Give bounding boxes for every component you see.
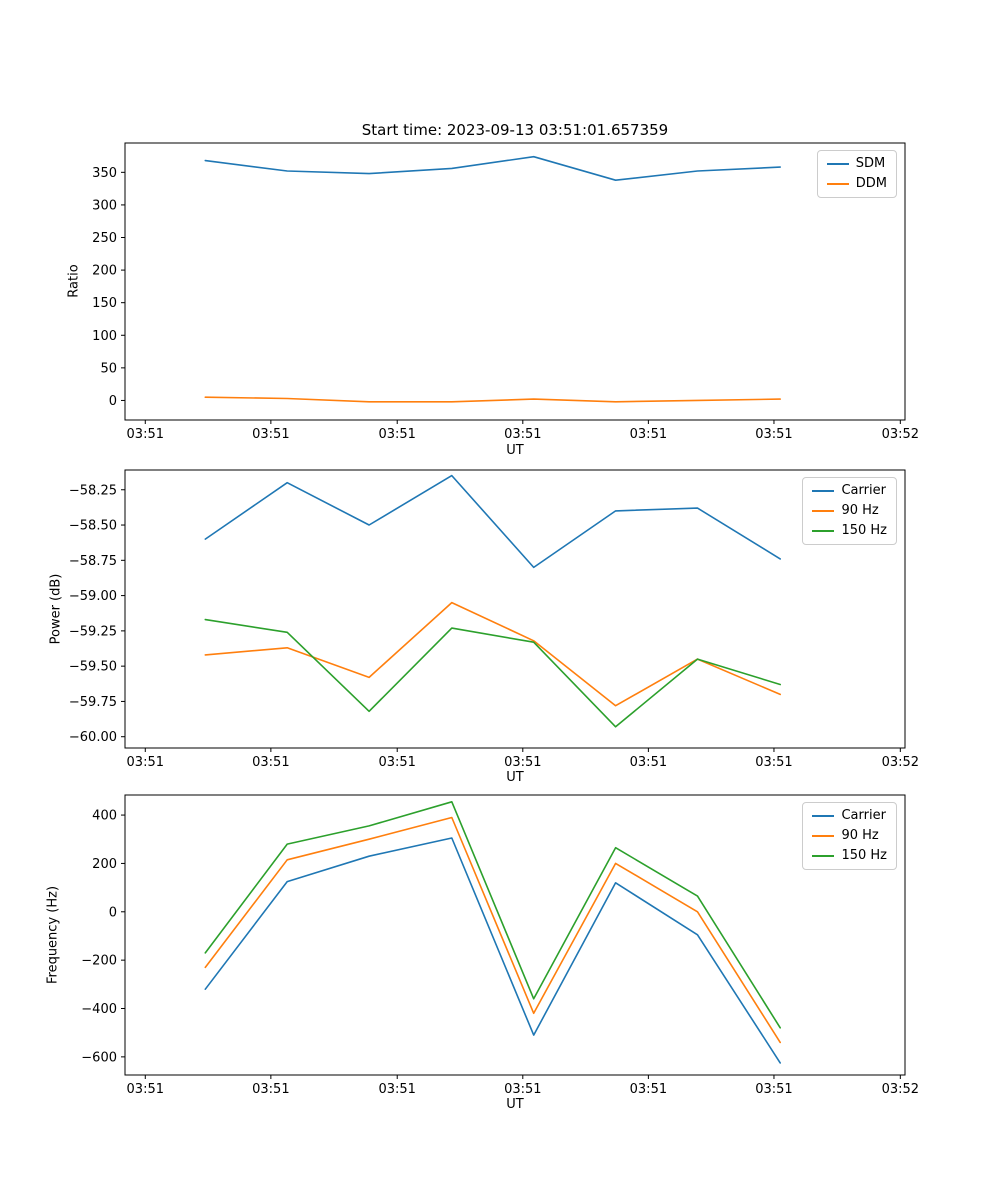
- legend-frequency: Carrier 90 Hz 150 Hz: [802, 802, 897, 870]
- x-tick-label: 03:51: [504, 1082, 541, 1097]
- x-tick-label: 03:51: [504, 755, 541, 770]
- legend-line-swatch: [812, 855, 835, 857]
- series-line-carrier: [204, 837, 782, 1064]
- legend-label: 90 Hz: [841, 828, 879, 843]
- legend-entry: 150 Hz: [812, 524, 887, 538]
- figure-title: Start time: 2023-09-13 03:51:01.657359: [361, 121, 669, 139]
- series-line-150-hz: [204, 618, 782, 728]
- x-tick-label: 03:51: [252, 755, 289, 770]
- legend-label: Carrier: [841, 808, 886, 823]
- y-tick-label: −59.50: [69, 660, 117, 675]
- x-tick-label: 03:51: [378, 427, 415, 442]
- plot-frame: [124, 469, 906, 749]
- legend-line-swatch: [812, 510, 835, 512]
- x-axis-label-ut-2: UT: [506, 770, 524, 785]
- y-tick-label: −59.25: [69, 624, 117, 639]
- legend-line-swatch: [812, 835, 835, 837]
- legend-power: Carrier 90 Hz 150 Hz: [802, 477, 897, 545]
- legend-entry: Carrier: [812, 809, 887, 823]
- legend-label: 90 Hz: [841, 503, 879, 518]
- y-tick-label: −59.75: [69, 695, 117, 710]
- legend-entry: Carrier: [812, 484, 887, 498]
- series-line-ddm: [204, 396, 782, 403]
- x-tick-label: 03:51: [378, 1082, 415, 1097]
- x-tick-label: 03:51: [504, 427, 541, 442]
- legend-entry: 150 Hz: [812, 849, 887, 863]
- x-tick-label: 03:51: [252, 427, 289, 442]
- legend-line-swatch: [826, 163, 849, 165]
- x-tick-label: 03:51: [755, 1082, 792, 1097]
- legend-label: DDM: [855, 176, 887, 191]
- y-tick-label: 200: [92, 264, 117, 279]
- x-tick-label: 03:51: [630, 755, 667, 770]
- legend-label: Carrier: [841, 483, 886, 498]
- legend-entry: 90 Hz: [812, 504, 887, 518]
- legend-label: 150 Hz: [841, 523, 887, 538]
- x-tick-label: 03:51: [252, 1082, 289, 1097]
- legend-line-swatch: [826, 183, 849, 185]
- series-line-carrier: [204, 474, 782, 569]
- y-tick-label: −58.25: [69, 483, 117, 498]
- y-axis-label-power: Power (dB): [48, 573, 64, 645]
- legend-entry: 90 Hz: [812, 829, 887, 843]
- x-tick-label: 03:52: [882, 427, 919, 442]
- x-tick-label: 03:51: [630, 1082, 667, 1097]
- y-tick-label: 300: [92, 198, 117, 213]
- y-tick-label: −58.50: [69, 519, 117, 534]
- legend-line-swatch: [812, 490, 835, 492]
- series-line-150-hz: [204, 800, 782, 1029]
- x-tick-label: 03:51: [630, 427, 667, 442]
- y-tick-label: −59.00: [69, 589, 117, 604]
- legend-entry: DDM: [826, 176, 887, 191]
- x-tick-label: 03:51: [755, 427, 792, 442]
- legend-ratio: SDM DDM: [816, 150, 897, 198]
- y-tick-label: −400: [81, 1002, 117, 1017]
- y-tick-label: 350: [92, 166, 117, 181]
- y-tick-label: −200: [81, 954, 117, 969]
- y-tick-label: 250: [92, 231, 117, 246]
- series-line-90-hz: [204, 601, 782, 707]
- plot-frame: [124, 794, 906, 1076]
- x-axis-label-ut-1: UT: [506, 443, 524, 458]
- y-tick-label: 0: [109, 394, 117, 409]
- x-tick-label: 03:51: [127, 755, 164, 770]
- y-axis-label-frequency: Frequency (Hz): [45, 885, 61, 985]
- y-tick-label: 150: [92, 296, 117, 311]
- x-tick-label: 03:51: [127, 427, 164, 442]
- legend-label: SDM: [855, 156, 886, 171]
- x-tick-label: 03:51: [127, 1082, 164, 1097]
- x-axis-label-ut-3: UT: [506, 1097, 524, 1112]
- plot-frame: [124, 142, 906, 421]
- y-tick-label: 200: [92, 857, 117, 872]
- y-tick-label: 400: [92, 809, 117, 824]
- y-tick-label: −58.75: [69, 554, 117, 569]
- y-tick-label: −60.00: [69, 730, 117, 745]
- y-tick-label: 100: [92, 329, 117, 344]
- x-tick-label: 03:52: [882, 1082, 919, 1097]
- legend-line-swatch: [812, 815, 835, 817]
- series-line-sdm: [204, 155, 782, 181]
- series-line-90-hz: [204, 816, 782, 1044]
- x-tick-label: 03:52: [882, 755, 919, 770]
- y-axis-label-ratio: Ratio: [66, 264, 82, 298]
- y-tick-label: 0: [109, 905, 117, 920]
- x-tick-label: 03:51: [378, 755, 415, 770]
- legend-label: 150 Hz: [841, 848, 887, 863]
- x-tick-label: 03:51: [755, 755, 792, 770]
- legend-line-swatch: [812, 530, 835, 532]
- y-tick-label: −600: [81, 1050, 117, 1065]
- y-tick-label: 50: [100, 361, 117, 376]
- legend-entry: SDM: [826, 156, 887, 171]
